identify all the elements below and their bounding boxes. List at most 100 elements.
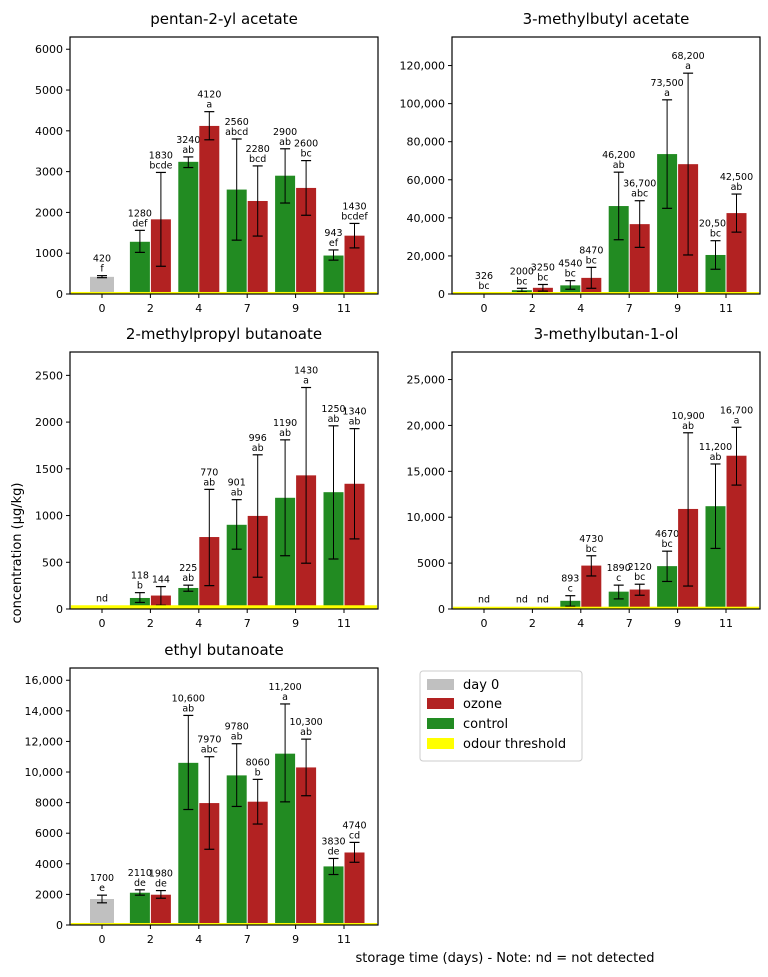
y-tick-label: 4000 <box>35 125 63 138</box>
control-value-label: 1250 <box>321 404 345 415</box>
y-tick-label: 20,000 <box>407 250 446 263</box>
y-tick-label: 500 <box>42 556 63 569</box>
bar-control <box>226 775 247 925</box>
y-tick-label: 1500 <box>35 463 63 476</box>
control-letter: ab <box>613 160 625 171</box>
bar-ozone <box>629 589 650 609</box>
x-tick-label: 9 <box>674 302 681 315</box>
day0-letter: bc <box>478 281 489 292</box>
y-tick-label: 40,000 <box>407 212 446 225</box>
ozone-letter: bc <box>537 272 548 283</box>
control-letter: a <box>282 692 288 703</box>
control-letter: ab <box>231 488 243 499</box>
panel-2: 3-methylbutyl acetate 0 20,000 40,000 60,000… <box>400 10 761 315</box>
bar-ozone <box>629 224 650 294</box>
plot-frame <box>69 667 379 926</box>
odour-threshold-band <box>453 292 759 294</box>
y-tick-label: 0 <box>438 603 445 616</box>
ozone-value-label: 36,700 <box>623 179 656 190</box>
bar-ozone <box>726 213 747 294</box>
control-letter: b <box>137 581 143 592</box>
x-tick-label: 11 <box>719 302 733 315</box>
panel-3: 2-methylpropyl butanoate 0 500 1000 1500 2000… <box>35 325 379 630</box>
x-tick-label: 7 <box>626 617 633 630</box>
panel-title: 3-methylbutan-1-ol <box>534 325 679 343</box>
control-value-label: 1190 <box>273 418 297 429</box>
x-tick-label: 9 <box>292 617 299 630</box>
legend-label-day0: day 0 <box>463 678 499 693</box>
y-tick-label: 14,000 <box>25 705 64 718</box>
control-letter: a <box>664 88 670 99</box>
y-tick-label: 15,000 <box>407 465 446 478</box>
ozone-value-label: nd <box>537 595 549 606</box>
control-value-label: 3240 <box>176 135 200 146</box>
odour-threshold-band <box>453 606 759 609</box>
x-tick-label: 0 <box>99 933 106 946</box>
y-tick-label: 2500 <box>35 369 63 382</box>
control-letter: ab <box>710 452 722 463</box>
legend-swatch-control <box>427 718 454 729</box>
ozone-value-label: 4740 <box>342 820 366 831</box>
legend-label-control: control <box>463 717 508 732</box>
control-letter: ab <box>182 145 194 156</box>
ozone-value-label: 4120 <box>197 90 221 101</box>
y-tick-label: 4000 <box>35 858 63 871</box>
y-tick-label: 0 <box>56 919 63 932</box>
ozone-letter: ab <box>731 182 743 193</box>
ozone-letter: bcd <box>249 154 266 165</box>
control-letter: c <box>616 573 621 584</box>
y-tick-label: 6000 <box>35 43 63 56</box>
x-axis-label: storage time (days) - Note: nd = not det… <box>356 951 655 966</box>
ozone-value-label: 1340 <box>342 407 366 418</box>
x-tick-label: 7 <box>244 617 251 630</box>
control-letter: ab <box>279 137 291 148</box>
bar-control <box>705 254 726 294</box>
control-value-label: 893 <box>561 574 579 585</box>
control-letter: de <box>328 846 340 857</box>
x-tick-label: 2 <box>147 617 154 630</box>
plot-frame <box>451 351 761 610</box>
odour-threshold-band <box>71 605 377 609</box>
y-tick-label: 8000 <box>35 797 63 810</box>
panel-title: 2-methylpropyl butanoate <box>126 325 322 343</box>
y-tick-label: 100,000 <box>400 98 446 111</box>
ozone-value-label: 1830 <box>149 150 173 161</box>
control-letter: ab <box>328 414 340 425</box>
ozone-value-label: 16,700 <box>720 405 753 416</box>
control-value-label: 3830 <box>321 836 345 847</box>
control-value-label: 11,200 <box>699 442 732 453</box>
panel-title: ethyl butanoate <box>164 641 284 659</box>
x-tick-label: 7 <box>244 302 251 315</box>
ozone-letter: ab <box>203 477 215 488</box>
bar-control <box>608 206 629 294</box>
panel-title: 3-methylbutyl acetate <box>523 10 690 28</box>
y-tick-label: 3000 <box>35 166 63 179</box>
x-tick-label: 9 <box>674 617 681 630</box>
control-letter: ab <box>182 573 194 584</box>
legend-swatch-threshold <box>427 738 454 749</box>
bar-control <box>323 866 344 925</box>
plot-frame <box>69 36 379 295</box>
bar-control <box>705 506 726 609</box>
x-tick-label: 0 <box>99 302 106 315</box>
ozone-letter: a <box>685 61 691 72</box>
bar-ozone <box>247 801 268 925</box>
control-value-label: 11,200 <box>268 682 301 693</box>
ozone-letter: abc <box>631 189 648 200</box>
y-tick-label: 10,000 <box>407 511 446 524</box>
y-tick-label: 25,000 <box>407 374 446 387</box>
day0-value-label: 420 <box>93 254 111 265</box>
ozone-value-label: 770 <box>200 467 218 478</box>
y-tick-label: 5000 <box>35 84 63 97</box>
y-tick-label: 60,000 <box>407 174 446 187</box>
control-value-label: 10,600 <box>172 693 205 704</box>
control-value-label: 73,500 <box>650 78 683 89</box>
control-value-label: 1280 <box>128 208 152 219</box>
day0-value-label: 326 <box>475 271 493 282</box>
x-tick-label: 2 <box>529 617 536 630</box>
ozone-value-label: 3250 <box>531 262 555 273</box>
ozone-letter: bc <box>634 572 645 583</box>
bar-ozone <box>199 125 220 294</box>
legend-swatch-day0 <box>427 679 454 690</box>
plot-frame <box>69 351 379 610</box>
